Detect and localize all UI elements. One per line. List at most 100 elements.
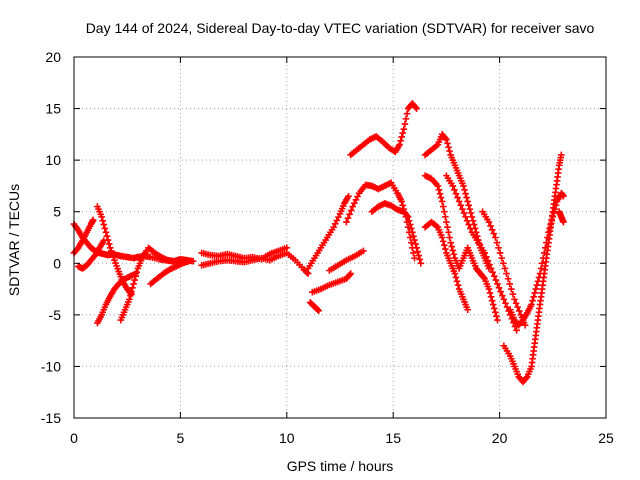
data-point — [132, 272, 140, 280]
data-point — [509, 290, 517, 298]
data-point — [502, 299, 509, 307]
data-point — [354, 193, 361, 200]
data-point — [444, 140, 451, 147]
series-segment-24 — [506, 189, 567, 329]
data-point — [330, 223, 337, 231]
data-point — [452, 190, 460, 197]
data-point — [494, 316, 501, 324]
grid — [74, 57, 606, 418]
data-point — [455, 198, 463, 205]
data-point — [435, 186, 443, 194]
data-point — [550, 209, 558, 217]
data-point — [486, 261, 493, 268]
data-point — [490, 272, 498, 280]
data-point — [464, 306, 471, 313]
series-segment-23 — [500, 151, 565, 386]
data-point — [445, 229, 452, 236]
data-point — [481, 249, 489, 257]
data-point — [492, 234, 499, 241]
y-tick-label: -10 — [41, 358, 61, 374]
data-point — [412, 240, 419, 248]
data-point — [130, 280, 137, 288]
data-point — [347, 207, 355, 214]
data-point — [444, 223, 451, 231]
data-point — [303, 269, 311, 276]
data-point — [503, 270, 510, 277]
data-point — [351, 199, 358, 207]
data-point — [457, 201, 465, 209]
data-point — [126, 296, 133, 303]
data-point — [497, 288, 504, 295]
data-point — [522, 374, 530, 382]
data-point — [440, 241, 448, 249]
data-point — [445, 143, 452, 151]
y-axis-label: SDTVAR / TECUs — [6, 184, 22, 296]
x-axis-label: GPS time / hours — [287, 458, 394, 474]
data-point — [446, 234, 453, 241]
data-point — [545, 229, 552, 236]
data-point — [440, 208, 448, 216]
data-point — [533, 281, 541, 289]
series-segment-15 — [347, 100, 420, 159]
data-point — [490, 305, 498, 312]
data-point — [404, 213, 412, 221]
data-point — [360, 247, 367, 255]
y-tick-label: -15 — [41, 410, 61, 426]
data-point — [490, 230, 498, 237]
data-point — [401, 120, 409, 128]
series-segment-12 — [304, 192, 352, 272]
data-point — [107, 247, 115, 255]
data-point — [399, 129, 407, 137]
data-point — [454, 281, 462, 289]
data-point — [495, 284, 503, 292]
data-point — [560, 192, 567, 200]
data-point — [349, 203, 357, 210]
data-point — [493, 312, 500, 320]
data-point — [352, 196, 360, 204]
data-point — [558, 151, 565, 159]
data-point — [531, 289, 539, 297]
data-point — [448, 243, 456, 250]
data-point — [453, 278, 461, 285]
data-point — [398, 133, 406, 141]
data-point — [492, 308, 499, 316]
data-point — [410, 249, 417, 257]
data-point — [442, 134, 449, 142]
data-point — [413, 244, 420, 252]
data-point — [543, 239, 550, 246]
data-point — [434, 182, 442, 190]
data-point — [449, 182, 457, 190]
data-point — [129, 284, 136, 292]
data-point — [100, 221, 108, 228]
data-point — [333, 217, 341, 224]
series-segment-11 — [306, 299, 323, 315]
data-point — [487, 293, 495, 301]
data-point — [521, 321, 529, 329]
data-point — [343, 218, 350, 226]
data-point — [447, 239, 454, 246]
series-segment-21 — [443, 172, 520, 334]
data-point — [485, 285, 493, 293]
data-point — [501, 265, 509, 272]
y-tick-label: 0 — [53, 255, 61, 271]
data-point — [504, 275, 512, 283]
data-point — [443, 218, 450, 226]
series-segment-10 — [198, 249, 312, 277]
data-point — [483, 253, 490, 261]
data-point — [551, 205, 559, 213]
data-point — [494, 280, 501, 288]
data-point — [411, 236, 418, 244]
data-point — [462, 213, 469, 221]
data-point — [463, 217, 471, 225]
x-tick-label: 0 — [70, 430, 78, 446]
x-tick-label: 10 — [279, 430, 295, 446]
data-point — [515, 307, 523, 315]
data-point — [104, 236, 112, 244]
data-point — [500, 296, 508, 303]
data-point — [540, 249, 548, 257]
data-point — [466, 205, 474, 213]
data-point — [530, 293, 537, 301]
data-point — [110, 253, 117, 261]
series-segment-20 — [421, 218, 471, 313]
